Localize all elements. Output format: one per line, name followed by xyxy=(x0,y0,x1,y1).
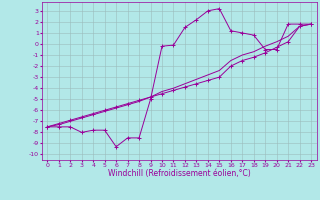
X-axis label: Windchill (Refroidissement éolien,°C): Windchill (Refroidissement éolien,°C) xyxy=(108,169,251,178)
